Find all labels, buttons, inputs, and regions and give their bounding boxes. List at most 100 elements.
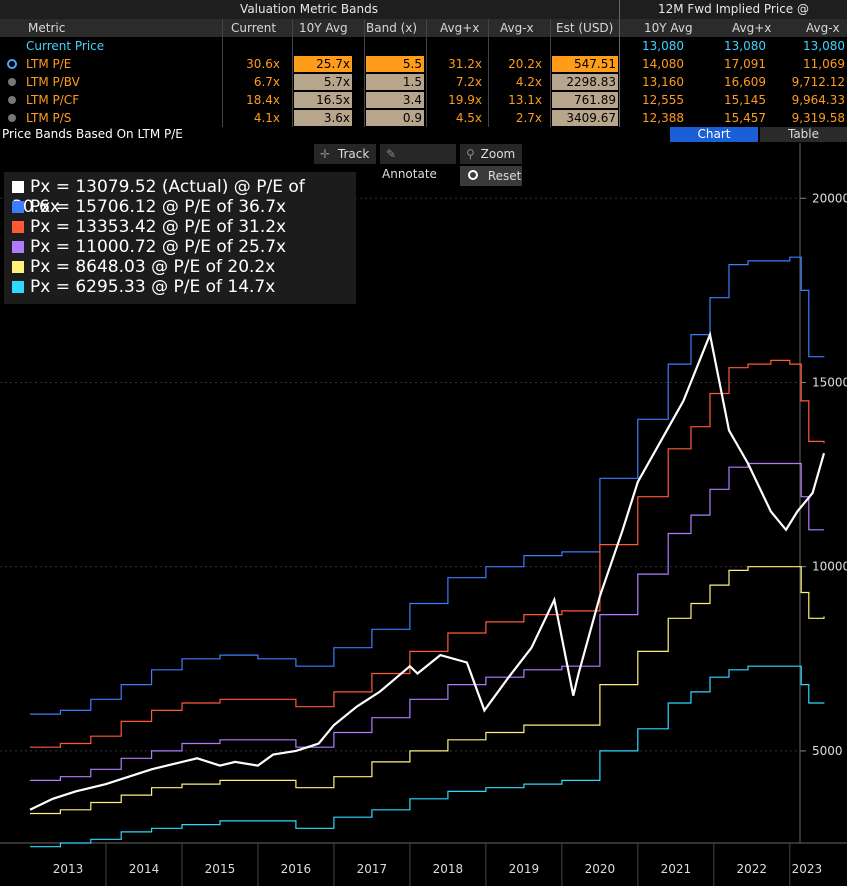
- col-10y-avg: 10Y Avg: [299, 21, 348, 35]
- x-tick-label: 2020: [585, 862, 616, 876]
- metric-est[interactable]: 547.51: [552, 56, 618, 72]
- metric-avg-plus: 4.5x: [455, 111, 482, 125]
- column-divider: [488, 19, 489, 127]
- x-tick-label: 2014: [129, 862, 160, 876]
- section-title: Valuation Metric Bands: [240, 2, 378, 16]
- column-divider: [292, 19, 293, 127]
- current-price-avgm: 13,080: [803, 39, 845, 53]
- x-tick-label: 2021: [661, 862, 692, 876]
- metric-implied-avg: 12,555: [642, 93, 684, 107]
- x-tick-label: 2013: [53, 862, 84, 876]
- column-divider: [364, 19, 365, 127]
- series-line-band: [30, 256, 825, 715]
- current-price-avgp: 13,080: [724, 39, 766, 53]
- legend-label: Px = 13353.42 @ P/E of 31.2x: [30, 217, 287, 237]
- legend-swatch: [12, 241, 24, 253]
- header-title-bar: Valuation Metric Bands 12M Fwd Implied P…: [0, 0, 847, 19]
- metric-avg-plus: 7.2x: [455, 75, 482, 89]
- y-tick-label: 20000: [812, 191, 847, 205]
- legend-label: Px = 8648.03 @ P/E of 20.2x: [30, 257, 276, 277]
- metric-avg-plus: 19.9x: [448, 93, 482, 107]
- metric-10y-avg[interactable]: 5.7x: [294, 74, 352, 90]
- tab-table[interactable]: Table: [760, 127, 847, 142]
- col-band: Band (x): [366, 21, 418, 35]
- metric-avg-minus: 20.2x: [508, 57, 542, 71]
- col-metric: Metric: [28, 21, 66, 35]
- metric-implied-avg: 13,160: [642, 75, 684, 89]
- column-divider: [222, 19, 223, 127]
- metric-10y-avg[interactable]: 16.5x: [294, 92, 352, 108]
- metric-row-pcf[interactable]: LTM P/CF 18.4x 16.5x 3.4 19.9x 13.1x 761…: [0, 91, 847, 109]
- metric-est[interactable]: 761.89: [552, 92, 618, 108]
- column-divider: [426, 19, 427, 127]
- metric-10y-avg[interactable]: 3.6x: [294, 110, 352, 126]
- legend-item: Px = 8648.03 @ P/E of 20.2x: [12, 257, 275, 277]
- current-price-label: Current Price: [26, 39, 105, 53]
- track-button[interactable]: ✛ Track: [314, 144, 376, 164]
- metric-est[interactable]: 3409.67: [552, 110, 618, 126]
- column-divider: [550, 19, 551, 127]
- metric-avg-minus: 13.1x: [508, 93, 542, 107]
- metric-row-pe[interactable]: LTM P/E 30.6x 25.7x 5.5 31.2x 20.2x 547.…: [0, 55, 847, 73]
- metric-implied-avgm: 9,319.58: [791, 111, 845, 125]
- legend-swatch: [12, 221, 24, 233]
- legend-swatch: [12, 181, 24, 193]
- x-tick-label: 2015: [205, 862, 236, 876]
- metric-row-pbv[interactable]: LTM P/BV 6.7x 5.7x 1.5 7.2x 4.2x 2298.83…: [0, 73, 847, 91]
- x-tick-label: 2016: [281, 862, 312, 876]
- legend-swatch: [12, 281, 24, 293]
- metric-implied-avgp: 15,457: [724, 111, 766, 125]
- tab-chart[interactable]: Chart: [670, 127, 758, 142]
- metric-label: LTM P/S: [26, 111, 72, 125]
- metric-band[interactable]: 5.5: [366, 56, 424, 72]
- legend-label: Px = 6295.33 @ P/E of 14.7x: [30, 277, 276, 297]
- chart-title: Price Bands Based On LTM P/E: [2, 127, 183, 141]
- radio-unselected-icon[interactable]: [8, 78, 16, 86]
- legend-item: Px = 15706.12 @ P/E of 36.7x: [12, 197, 286, 217]
- col-est: Est (USD): [556, 21, 614, 35]
- col-implied-avg-minus: Avg-x: [806, 21, 840, 35]
- series-line-band: [30, 359, 825, 748]
- metric-implied-avgp: 17,091: [724, 57, 766, 71]
- legend-item: Px = 11000.72 @ P/E of 25.7x: [12, 237, 286, 257]
- series-line-band: [30, 566, 825, 815]
- metric-10y-avg[interactable]: 25.7x: [294, 56, 352, 72]
- radio-unselected-icon[interactable]: [8, 114, 16, 122]
- radio-unselected-icon[interactable]: [8, 96, 16, 104]
- metric-implied-avgp: 16,609: [724, 75, 766, 89]
- y-tick-label: 5000: [812, 744, 843, 758]
- metric-current: 4.1x: [253, 111, 280, 125]
- metric-current: 18.4x: [246, 93, 280, 107]
- pencil-icon: ✎: [386, 147, 397, 161]
- zoom-button[interactable]: ⚲ Zoom: [460, 144, 522, 164]
- annotate-button[interactable]: ✎ Annotate: [380, 144, 456, 181]
- legend-swatch: [12, 201, 24, 213]
- y-tick-label: 10000: [812, 560, 847, 574]
- y-tick-label: 15000: [812, 375, 847, 389]
- metric-band[interactable]: 0.9: [366, 110, 424, 126]
- price-band-chart: 5000 10000 15000 20000 2013 2014 2015 2016 2017 2…: [0, 143, 847, 886]
- metric-implied-avg: 14,080: [642, 57, 684, 71]
- metric-avg-plus: 31.2x: [448, 57, 482, 71]
- metric-row-ps[interactable]: LTM P/S 4.1x 3.6x 0.9 4.5x 2.7x 3409.67 …: [0, 109, 847, 127]
- metric-implied-avg: 12,388: [642, 111, 684, 125]
- metric-implied-avgm: 9,712.12: [791, 75, 845, 89]
- radio-selected-icon[interactable]: [7, 59, 17, 69]
- crosshair-icon: ✛: [320, 147, 331, 161]
- zoom-label: Zoom: [480, 147, 516, 161]
- track-label: Track: [337, 147, 370, 161]
- magnifier-icon: ⚲: [466, 147, 475, 161]
- metric-label: LTM P/CF: [26, 93, 80, 107]
- metric-current: 6.7x: [253, 75, 280, 89]
- metric-est[interactable]: 2298.83: [552, 74, 618, 90]
- col-implied-avg: 10Y Avg: [644, 21, 693, 35]
- metric-current: 30.6x: [246, 57, 280, 71]
- current-price-row: Current Price 13,080 13,080 13,080: [0, 37, 847, 55]
- implied-price-title: 12M Fwd Implied Price @: [657, 2, 809, 16]
- reset-button[interactable]: Reset: [460, 166, 522, 186]
- legend-label: Px = 11000.72 @ P/E of 25.7x: [30, 237, 287, 257]
- legend-label: Px = 15706.12 @ P/E of 36.7x: [30, 197, 287, 217]
- x-tick-label: 2022: [737, 862, 768, 876]
- metric-band[interactable]: 3.4: [366, 92, 424, 108]
- metric-band[interactable]: 1.5: [366, 74, 424, 90]
